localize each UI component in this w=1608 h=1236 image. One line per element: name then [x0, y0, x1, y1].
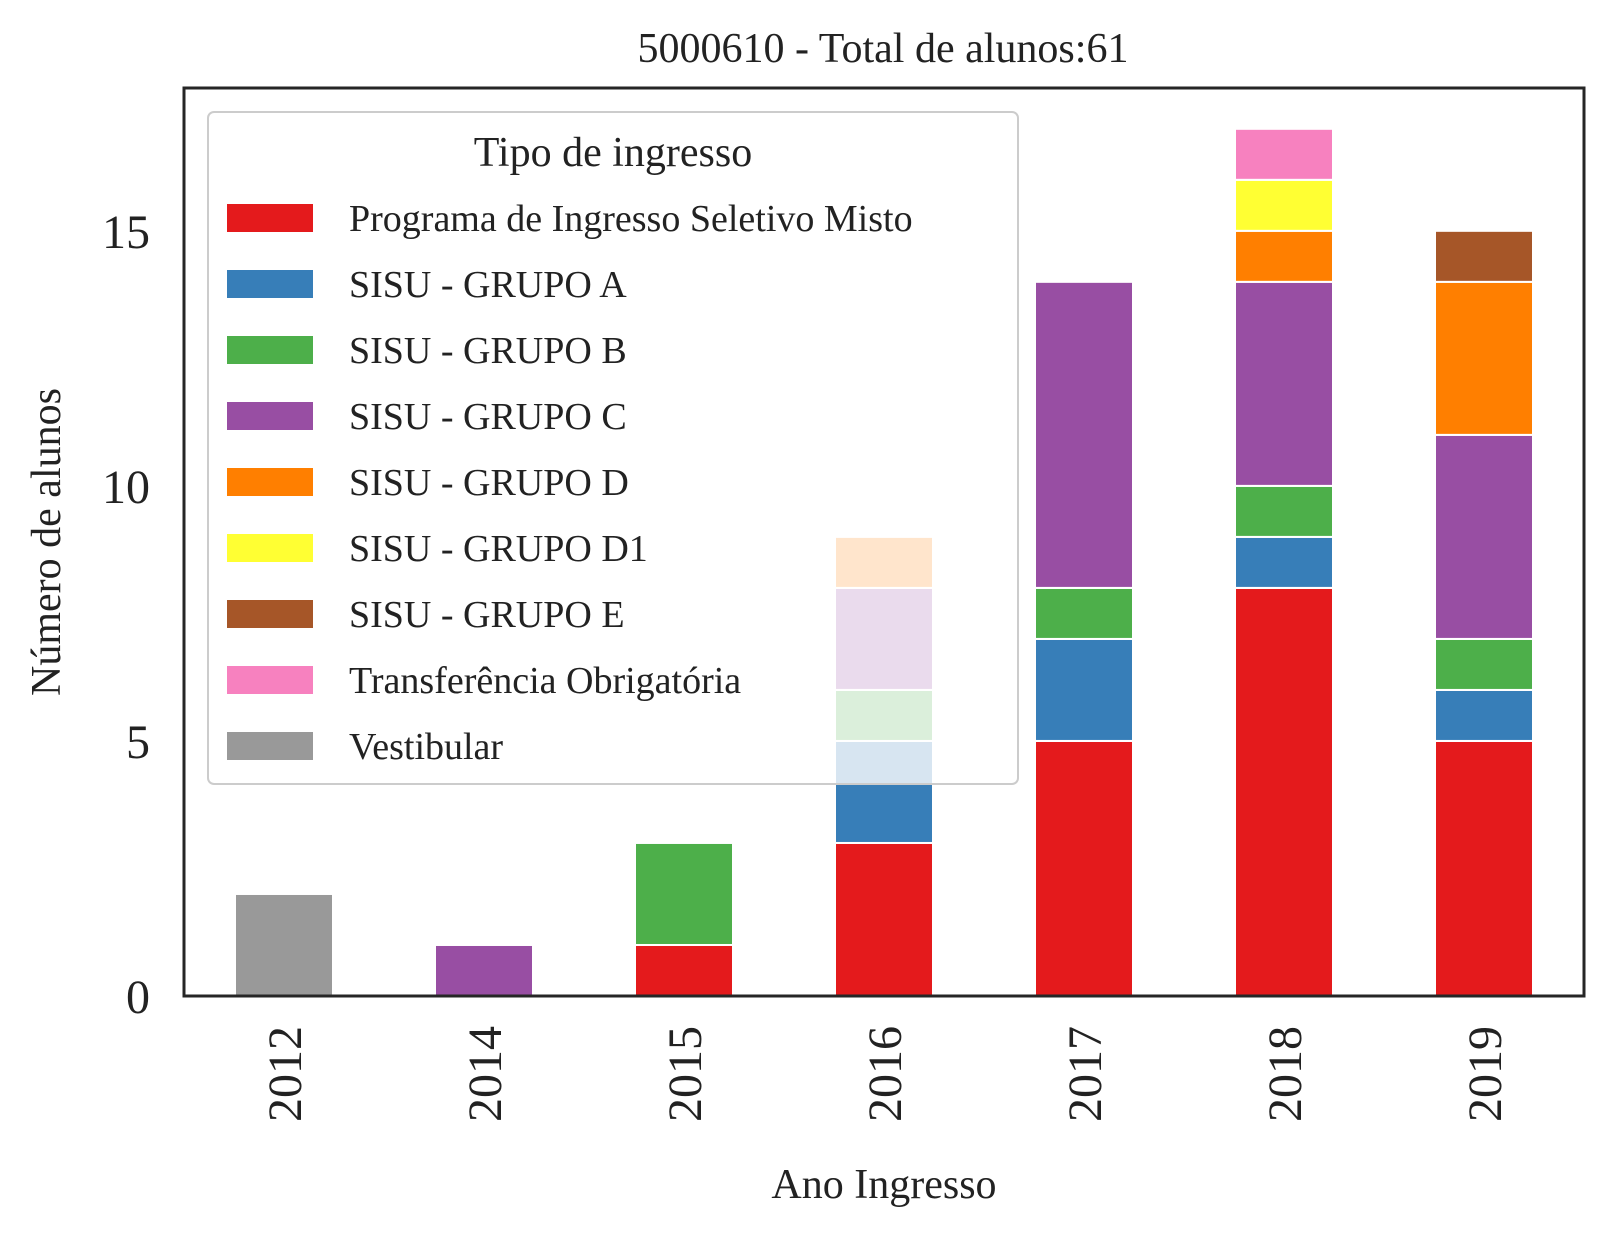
- bar-2017-series-1: [1034, 637, 1134, 742]
- x-tick-label-2015: 2015: [659, 1026, 712, 1122]
- legend-label-4: SISU - GRUPO D: [349, 462, 629, 504]
- legend-swatch-1: [227, 270, 313, 298]
- x-axis-label: Ano Ingresso: [771, 1162, 996, 1208]
- legend-label-6: SISU - GRUPO E: [349, 594, 625, 636]
- bar-2015-series-2: [634, 841, 734, 946]
- bar-2018-series-4: [1234, 229, 1334, 283]
- x-tick-label-2016: 2016: [859, 1026, 912, 1122]
- legend-label-1: SISU - GRUPO A: [349, 264, 627, 306]
- x-tick-label-2014: 2014: [459, 1026, 512, 1122]
- legend-swatch-8: [227, 732, 313, 760]
- chart-title: 5000610 - Total de alunos:61: [638, 26, 1129, 72]
- x-tick-label-2018: 2018: [1259, 1026, 1312, 1122]
- legend-label-2: SISU - GRUPO B: [349, 330, 627, 372]
- x-tick-label-2019: 2019: [1459, 1026, 1512, 1122]
- x-tick-label-2012: 2012: [259, 1026, 312, 1122]
- legend-swatch-6: [227, 600, 313, 628]
- bar-2018-series-7: [1234, 127, 1334, 181]
- legend: Tipo de ingresso Programa de Ingresso Se…: [207, 111, 1019, 785]
- bar-2012-series-8: [234, 892, 334, 998]
- legend-box: [207, 111, 1019, 785]
- y-tick-label-15: 15: [102, 206, 150, 259]
- x-tick-label-2017: 2017: [1059, 1026, 1112, 1122]
- legend-label-5: SISU - GRUPO D1: [349, 528, 648, 570]
- bar-2019-series-4: [1434, 280, 1534, 436]
- bar-2014-series-3: [434, 943, 534, 998]
- bar-2018-series-5: [1234, 178, 1334, 232]
- bar-2018-series-0: [1234, 586, 1334, 997]
- legend-swatch-4: [227, 468, 313, 496]
- y-tick-label-10: 10: [102, 461, 150, 514]
- y-tick-label-0: 0: [126, 971, 150, 1024]
- legend-label-7: Transferência Obrigatória: [349, 660, 741, 702]
- legend-swatch-0: [227, 204, 313, 232]
- legend-swatch-7: [227, 666, 313, 694]
- plot-frame: [182, 86, 1586, 998]
- bar-2019-series-2: [1434, 637, 1534, 691]
- ticks-group: 0 5 10 15 2012 2014 2015 2016 2017 2018 2019: [102, 206, 1512, 1122]
- bar-2017-series-3: [1034, 280, 1134, 589]
- legend-title: Tipo de ingresso: [474, 130, 752, 176]
- bar-2019-series-1: [1434, 688, 1534, 742]
- bar-2017-series-0: [1034, 739, 1134, 998]
- bar-2019-series-6: [1434, 229, 1534, 283]
- legend-items: Programa de Ingresso Seletivo Misto SISU …: [227, 198, 913, 768]
- bar-2018-series-1: [1234, 535, 1334, 589]
- bar-2016-series-0: [834, 841, 934, 998]
- y-axis-label: Número de alunos: [24, 388, 70, 696]
- legend-label-0: Programa de Ingresso Seletivo Misto: [349, 198, 913, 240]
- bar-2018-series-3: [1234, 280, 1334, 487]
- legend-label-3: SISU - GRUPO C: [349, 396, 627, 438]
- legend-swatch-3: [227, 402, 313, 430]
- legend-swatch-5: [227, 534, 313, 562]
- bar-2018-series-2: [1234, 484, 1334, 538]
- bar-2017-series-2: [1034, 586, 1134, 640]
- bar-2019-series-0: [1434, 739, 1534, 998]
- y-tick-label-5: 5: [126, 716, 150, 769]
- legend-swatch-2: [227, 336, 313, 364]
- bar-2015-series-0: [634, 943, 734, 998]
- bar-2019-series-3: [1434, 433, 1534, 640]
- legend-label-8: Vestibular: [349, 726, 503, 768]
